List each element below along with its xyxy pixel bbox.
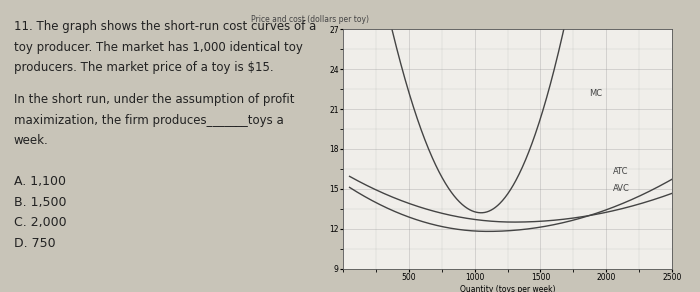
- Text: MC: MC: [589, 89, 602, 98]
- Text: Price and cost (dollars per toy): Price and cost (dollars per toy): [251, 15, 369, 25]
- Text: week.: week.: [14, 134, 49, 147]
- Text: In the short run, under the assumption of profit: In the short run, under the assumption o…: [14, 93, 295, 107]
- X-axis label: Quantity (toys per week): Quantity (toys per week): [460, 285, 555, 292]
- Text: A. 1,100: A. 1,100: [14, 175, 66, 188]
- Text: D. 750: D. 750: [14, 237, 55, 250]
- Text: maximization, the firm produces_______toys a: maximization, the firm produces_______to…: [14, 114, 284, 127]
- Text: ATC: ATC: [612, 167, 629, 176]
- Text: AVC: AVC: [612, 185, 630, 194]
- Text: toy producer. The market has 1,000 identical toy: toy producer. The market has 1,000 ident…: [14, 41, 303, 54]
- Text: 11. The graph shows the short-run cost curves of a: 11. The graph shows the short-run cost c…: [14, 20, 316, 34]
- Text: C. 2,000: C. 2,000: [14, 216, 66, 229]
- Text: producers. The market price of a toy is $15.: producers. The market price of a toy is …: [14, 61, 274, 74]
- Text: B. 1,500: B. 1,500: [14, 196, 66, 209]
